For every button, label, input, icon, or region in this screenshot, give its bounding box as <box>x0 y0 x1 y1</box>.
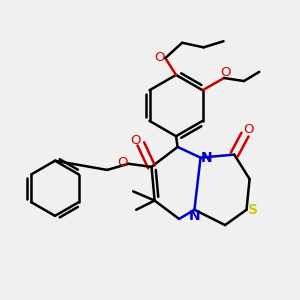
Text: O: O <box>220 66 231 79</box>
Text: N: N <box>200 151 212 165</box>
Text: O: O <box>243 123 253 136</box>
Text: S: S <box>248 203 258 217</box>
Text: N: N <box>189 209 200 224</box>
Text: O: O <box>117 156 128 169</box>
Text: O: O <box>130 134 140 147</box>
Text: O: O <box>154 51 165 64</box>
